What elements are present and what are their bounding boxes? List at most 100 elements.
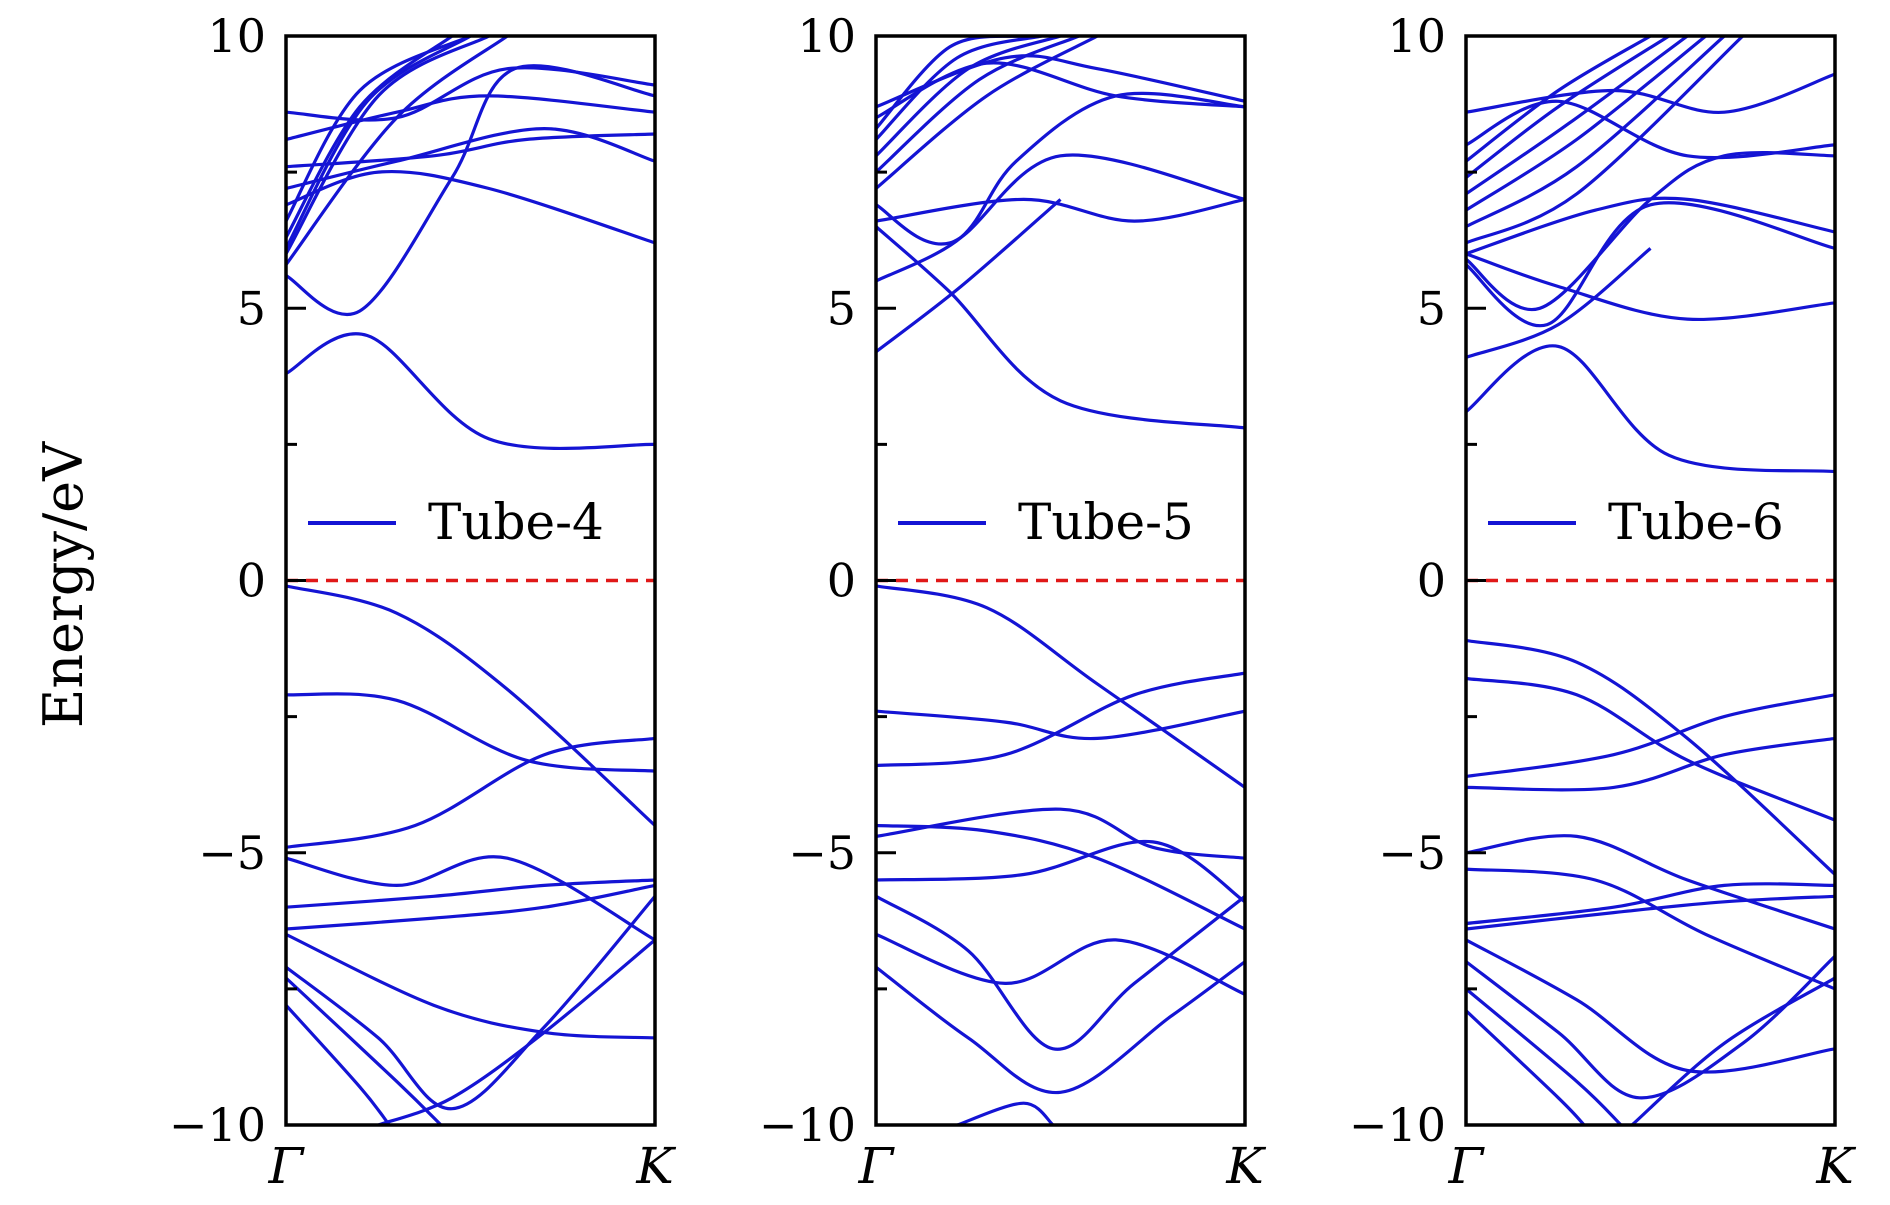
panel-3: 10 5 0 −5 −10Γ K Tube-6 [1349,9,1856,1195]
legend: Tube-4 [308,493,604,551]
bands-group [876,36,1245,1125]
band-line-15 [1466,638,1835,876]
band-line-10 [876,91,1245,283]
band-line-3 [286,132,655,169]
band-line-10 [286,36,509,266]
band-line-13 [876,584,1245,789]
band-line-18 [1466,736,1835,792]
band-line-9 [1466,196,1835,256]
band-line-8 [286,36,472,250]
band-line-14 [876,709,1245,741]
band-line-2 [876,61,1245,120]
band-line-18 [286,883,655,931]
band-line-22 [1466,894,1835,931]
y-tick-label: 10 [207,9,266,63]
band-line-4 [876,36,1043,141]
band-line-7 [286,36,454,239]
y-tick-label: 0 [237,554,266,608]
x-tick-label-gamma: Γ [268,1137,306,1195]
legend: Tube-6 [1488,493,1784,551]
band-line-7 [876,36,1099,190]
band-line-26 [1466,1009,1586,1125]
band-line-20 [876,960,1245,1094]
band-line-21 [286,976,443,1125]
y-tick-label: −5 [198,826,266,880]
band-line-9 [286,36,490,255]
bands-group [286,36,655,1125]
band-line-6 [286,36,472,222]
band-line-23 [1466,938,1835,1074]
y-tick-label: 5 [1417,281,1446,335]
x-tick-label-k: K [635,1137,676,1195]
y-tick-label: −10 [759,1098,856,1152]
y-tick-label: 10 [1387,9,1446,63]
band-line-8 [876,153,1245,246]
band-line-11 [286,64,655,316]
y-tick-label: 5 [237,281,266,335]
band-line-21 [1466,882,1835,926]
band-line-12 [876,198,1062,354]
band-line-10 [1466,252,1835,322]
y-tick-label: 10 [797,9,856,63]
band-line-6 [876,36,1080,174]
y-tick-label: −10 [1349,1098,1446,1152]
band-line-18 [876,839,1245,904]
band-line-4 [1466,36,1670,179]
band-line-19 [876,894,1245,1051]
band-line-11 [1466,201,1835,328]
band-line-5 [286,169,655,245]
panel-2: 10 5 0 −5 −10Γ K Tube-5 [759,9,1266,1195]
legend-label: Tube-5 [1018,493,1194,551]
band-line-9 [876,197,1245,223]
y-axis-label: Energy/eV [32,441,95,728]
band-line-15 [286,736,655,849]
legend: Tube-5 [898,493,1194,551]
band-line-3 [1466,36,1652,163]
band-line-22 [286,1004,391,1125]
band-line-20 [286,895,655,1111]
band-line-5 [876,36,1062,157]
band-line-11 [876,225,1245,430]
band-line-13 [286,584,655,827]
band-line-16 [876,823,1245,931]
y-tick-label: 0 [827,554,856,608]
x-tick-label-gamma: Γ [1448,1137,1486,1195]
band-line-24 [1466,955,1835,1100]
band-line-12 [286,332,655,451]
band-line-15 [876,671,1245,768]
band-line-7 [1466,36,1726,229]
band-line-2 [286,94,655,142]
y-tick-label: −5 [1378,826,1446,880]
x-tick-label-gamma: Γ [858,1137,896,1195]
y-tick-label: 5 [827,281,856,335]
band-line-19 [1466,834,1835,931]
band-line-13 [1466,247,1652,359]
band-line-8 [1466,36,1744,245]
band-line-16 [286,855,655,942]
legend-label: Tube-6 [1608,493,1784,551]
panel-1: 10 5 0 −5 −10Γ K Tube-4 [169,9,676,1195]
band-line-17 [1466,693,1835,779]
band-line-21 [876,932,1245,996]
band-line-5 [1466,36,1689,196]
band-line-14 [1466,344,1835,474]
y-tick-label: −10 [169,1098,266,1152]
y-tick-label: −5 [788,826,856,880]
y-tick-label: 0 [1417,554,1446,608]
band-line-16 [1466,676,1835,822]
band-line-20 [1466,867,1835,991]
band-line-22 [956,1101,1055,1125]
legend-label: Tube-4 [428,493,604,551]
band-line-1 [1466,72,1835,114]
band-line-12 [1466,150,1835,312]
x-tick-label-k: K [1225,1137,1266,1195]
band-line-6 [1466,36,1707,212]
band-line-14 [286,692,655,773]
bands-group [1466,36,1835,1125]
band-line-19 [286,932,655,1040]
band-line-27 [1630,976,1835,1125]
band-line-17 [286,878,655,909]
band-line-17 [876,807,1245,860]
